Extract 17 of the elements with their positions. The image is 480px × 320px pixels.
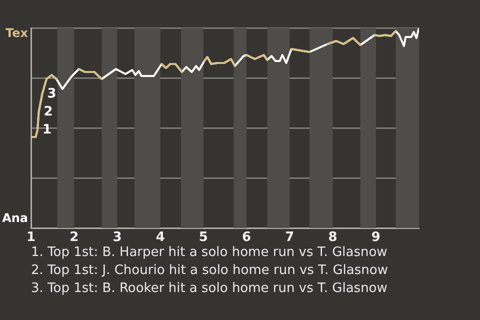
x-tick-label: 8	[328, 230, 338, 246]
annotation: 3	[47, 86, 56, 102]
text: Tex	[6, 26, 28, 40]
x-tick-label: 3	[112, 230, 122, 246]
x-tick-label: 7	[285, 230, 294, 246]
annotation: 1	[42, 122, 52, 138]
x-tick-label: 1	[26, 230, 36, 246]
x-tick-label: 9	[371, 230, 380, 246]
text: 2. Top 1st: J. Chourio hit a solo home run vs T. Glasnow	[31, 262, 388, 280]
text: Ana	[2, 211, 28, 226]
text: 3. Top 1st: B. Rooker hit a solo home run vs T. Glasnow	[31, 280, 388, 298]
x-tick-label: 5	[198, 230, 208, 246]
x-tick-label: 6	[242, 230, 252, 246]
annotation: 2	[44, 104, 53, 120]
x-tick-label: 2	[70, 230, 79, 246]
x-tick-label: 4	[156, 230, 165, 246]
text: 1. Top 1st: B. Harper hit a solo home run vs T. Glasnow	[31, 244, 388, 262]
